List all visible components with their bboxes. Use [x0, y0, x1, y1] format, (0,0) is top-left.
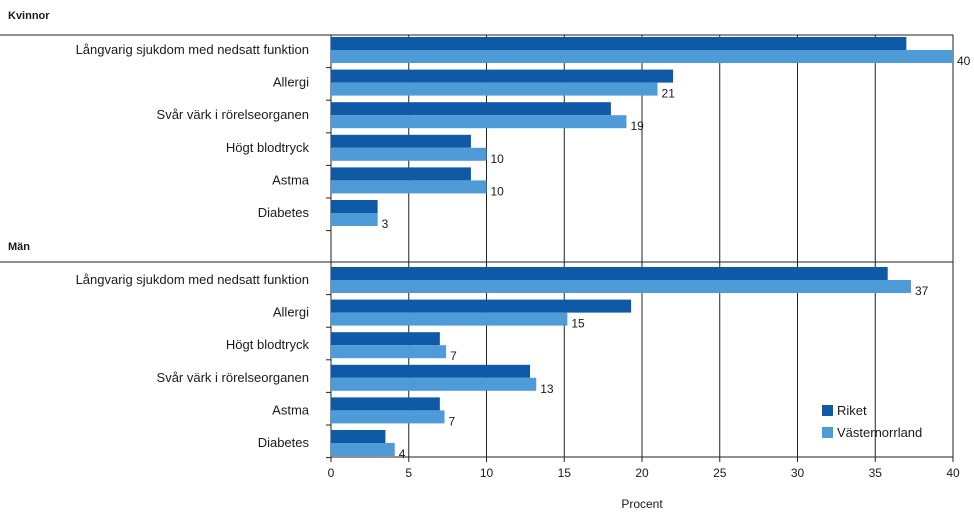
group-title: Kvinnor [8, 10, 50, 22]
bar-riket [331, 299, 632, 313]
x-tick-label: 10 [480, 466, 494, 480]
grid-lines [408, 35, 954, 457]
x-axis-label: Procent [621, 497, 663, 511]
data-label: 3 [382, 217, 389, 231]
x-tick-label: 35 [869, 466, 883, 480]
group-title: Män [8, 241, 30, 253]
bar-riket [331, 37, 907, 50]
x-tick-label: 20 [635, 466, 649, 480]
x-axis: 0 5 10 15 20 25 30 35 40 [328, 457, 960, 480]
legend-label: Riket [837, 403, 867, 418]
chart-frame [0, 34, 953, 458]
x-tick-label: 5 [405, 466, 412, 480]
data-label: 37 [915, 284, 929, 298]
x-tick-label: 40 [946, 466, 960, 480]
legend-label: Västernorrland [837, 425, 922, 440]
data-label: 13 [540, 382, 554, 396]
bar-riket [331, 397, 440, 411]
group-kvinnor: Kvinnor Långvarig sjukdom med nedsatt fun… [8, 10, 971, 232]
category-label: Diabetes [258, 205, 310, 220]
x-tick-label: 15 [558, 466, 572, 480]
bar-vasternorrland [331, 312, 568, 326]
x-tick-label: 30 [791, 466, 805, 480]
legend-swatch [822, 405, 833, 416]
bar-vasternorrland [331, 443, 395, 456]
data-label: 7 [449, 414, 456, 428]
data-label: 15 [571, 317, 585, 331]
bar-riket [331, 69, 674, 83]
x-tick-label: 25 [713, 466, 727, 480]
bar-riket [331, 200, 378, 213]
category-label: Svår värk i rörelseorganen [157, 107, 309, 122]
data-label: 19 [630, 119, 644, 133]
category-label: Allergi [273, 305, 309, 320]
data-label: 7 [450, 349, 457, 363]
bar-vasternorrland [331, 147, 487, 161]
chart-groups: Kvinnor Långvarig sjukdom med nedsatt fun… [8, 10, 971, 461]
bar-riket [331, 134, 471, 148]
category-label: Långvarig sjukdom med nedsatt funktion [76, 272, 309, 287]
group-man: Män Långvarig sjukdom med nedsatt funktio… [8, 241, 929, 461]
bar-vasternorrland [331, 345, 447, 359]
category-label: Astma [272, 172, 310, 187]
bar-vasternorrland [331, 280, 912, 293]
legend-swatch [822, 427, 833, 438]
category-label: Högt blodtryck [226, 337, 310, 352]
category-label: Allergi [273, 75, 309, 90]
bar-vasternorrland [331, 410, 445, 424]
bar-riket [331, 364, 531, 378]
category-label: Högt blodtryck [226, 140, 310, 155]
legend: Riket Västernorrland [822, 403, 922, 440]
bar-vasternorrland [331, 180, 487, 194]
bar-vasternorrland [331, 377, 537, 391]
data-label: 10 [491, 184, 505, 198]
bar-vasternorrland [331, 213, 378, 226]
bar-riket [331, 430, 386, 443]
bar-riket [331, 167, 471, 181]
data-label: 4 [399, 447, 406, 461]
bar-riket [331, 102, 611, 116]
bar-vasternorrland [331, 115, 627, 129]
bar-riket [331, 332, 440, 346]
category-label: Diabetes [258, 435, 310, 450]
data-label: 10 [491, 152, 505, 166]
category-label: Svår värk i rörelseorganen [157, 370, 309, 385]
bar-riket [331, 267, 888, 280]
bar-vasternorrland [331, 50, 953, 63]
category-label: Långvarig sjukdom med nedsatt funktion [76, 42, 309, 57]
category-label: Astma [272, 402, 310, 417]
x-tick-label: 0 [328, 466, 335, 480]
data-label: 21 [662, 87, 676, 101]
bar-vasternorrland [331, 82, 658, 96]
data-label: 40 [957, 54, 971, 68]
